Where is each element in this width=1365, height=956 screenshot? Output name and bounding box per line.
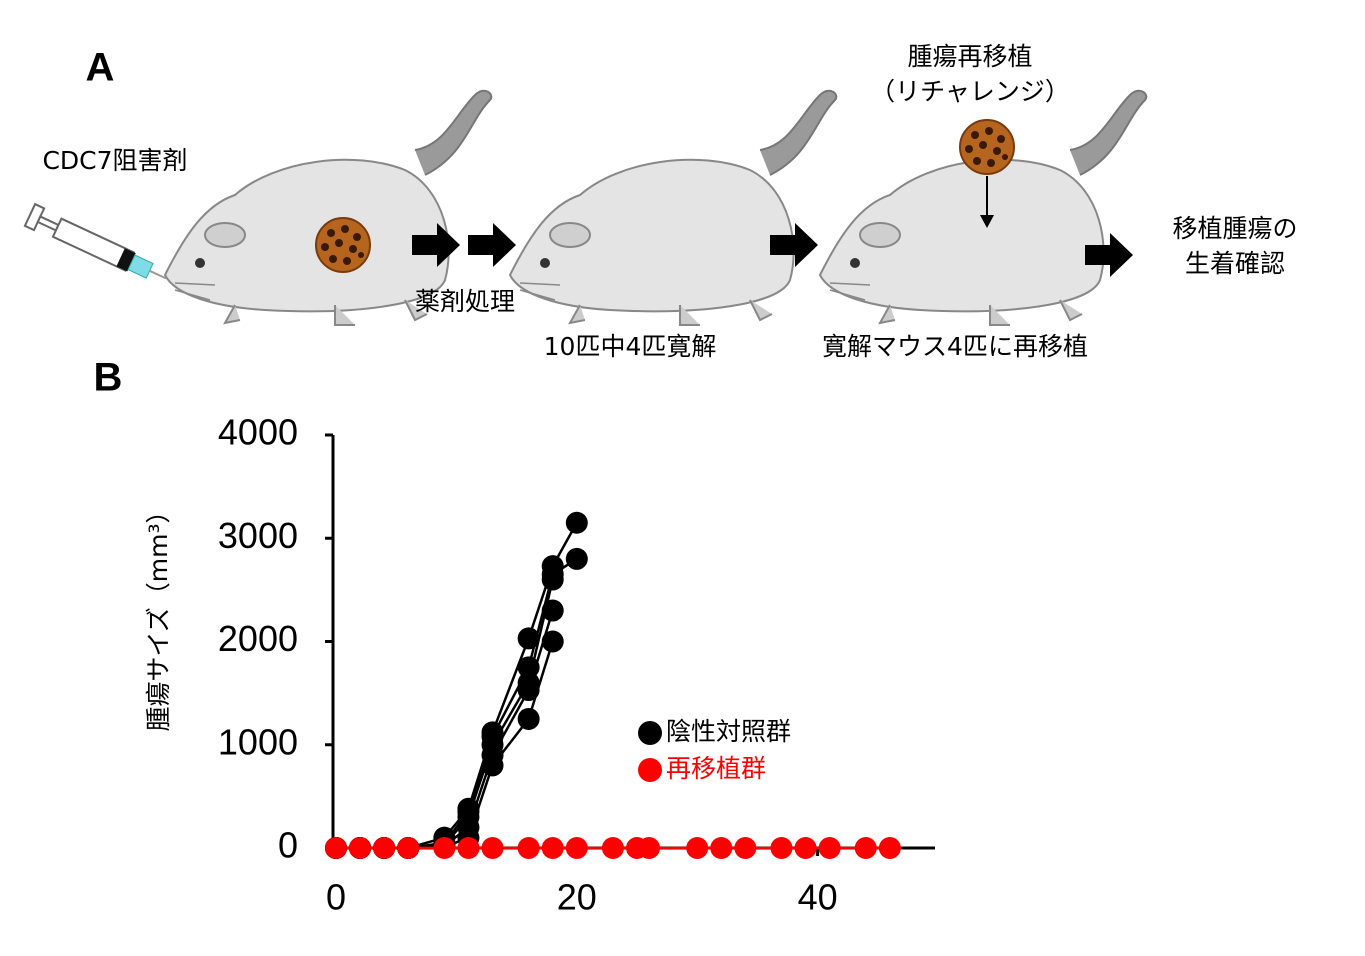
data-point [481,754,504,777]
y-tick-label: 1000 [218,721,298,762]
legend-label: 陰性対照群 [666,717,791,746]
data-point [457,837,480,859]
panel-label: A [86,46,115,90]
y-tick-label: 3000 [218,515,298,556]
data-point [433,837,456,859]
data-point [854,837,877,859]
data-point [325,837,347,859]
data-point [541,568,564,591]
data-point [565,837,588,859]
y-axis-label: 腫瘍サイズ（mm³） [144,499,173,732]
data-point [517,627,540,650]
data-point [565,547,588,570]
arrow [468,223,516,267]
x-tick-label: 40 [798,877,838,918]
data-point [710,837,733,859]
legend-marker [638,721,662,745]
x-tick-label: 20 [557,877,597,918]
syringe [23,202,167,280]
confirm-label: 移植腫瘍の [1172,214,1297,243]
panel-label: B [94,356,123,400]
data-point [638,837,661,859]
tumor [315,217,371,273]
legend-label: 再移植群 [666,754,766,783]
drug-label: CDC7阻害剤 [42,146,187,175]
data-point [373,837,396,859]
rechallenge-sub: （リチャレンジ） [870,77,1070,106]
data-point [397,837,420,859]
data-point [734,837,757,859]
legend-marker [638,758,662,782]
mouse-remission [509,89,838,326]
data-point [517,707,540,730]
data-point [517,679,540,702]
treatment-label: 薬剤処理 [415,287,515,316]
rechallenge-title: 腫瘍再移植 [907,42,1032,71]
retransplant-label: 寛解マウス4匹に再移植 [822,332,1088,361]
data-point [878,837,901,859]
data-point [517,656,540,679]
data-point [517,837,540,859]
y-tick-label: 2000 [218,618,298,659]
data-point [541,630,564,653]
x-tick-label: 0 [326,877,346,918]
data-point [565,511,588,534]
data-point [794,837,817,859]
series-line [336,522,578,850]
y-tick-label: 0 [278,825,298,866]
arrow-head [980,215,994,228]
confirm-label: 生着確認 [1185,249,1285,278]
data-point [770,837,793,859]
y-tick-label: 4000 [218,412,298,453]
tumor [959,119,1015,175]
data-point [601,837,624,859]
remission-label: 10匹中4匹寛解 [544,332,717,361]
data-point [481,837,504,859]
data-point [349,837,372,859]
data-point [541,837,564,859]
data-point [686,837,709,859]
data-point [541,599,564,622]
data-point [818,837,841,859]
